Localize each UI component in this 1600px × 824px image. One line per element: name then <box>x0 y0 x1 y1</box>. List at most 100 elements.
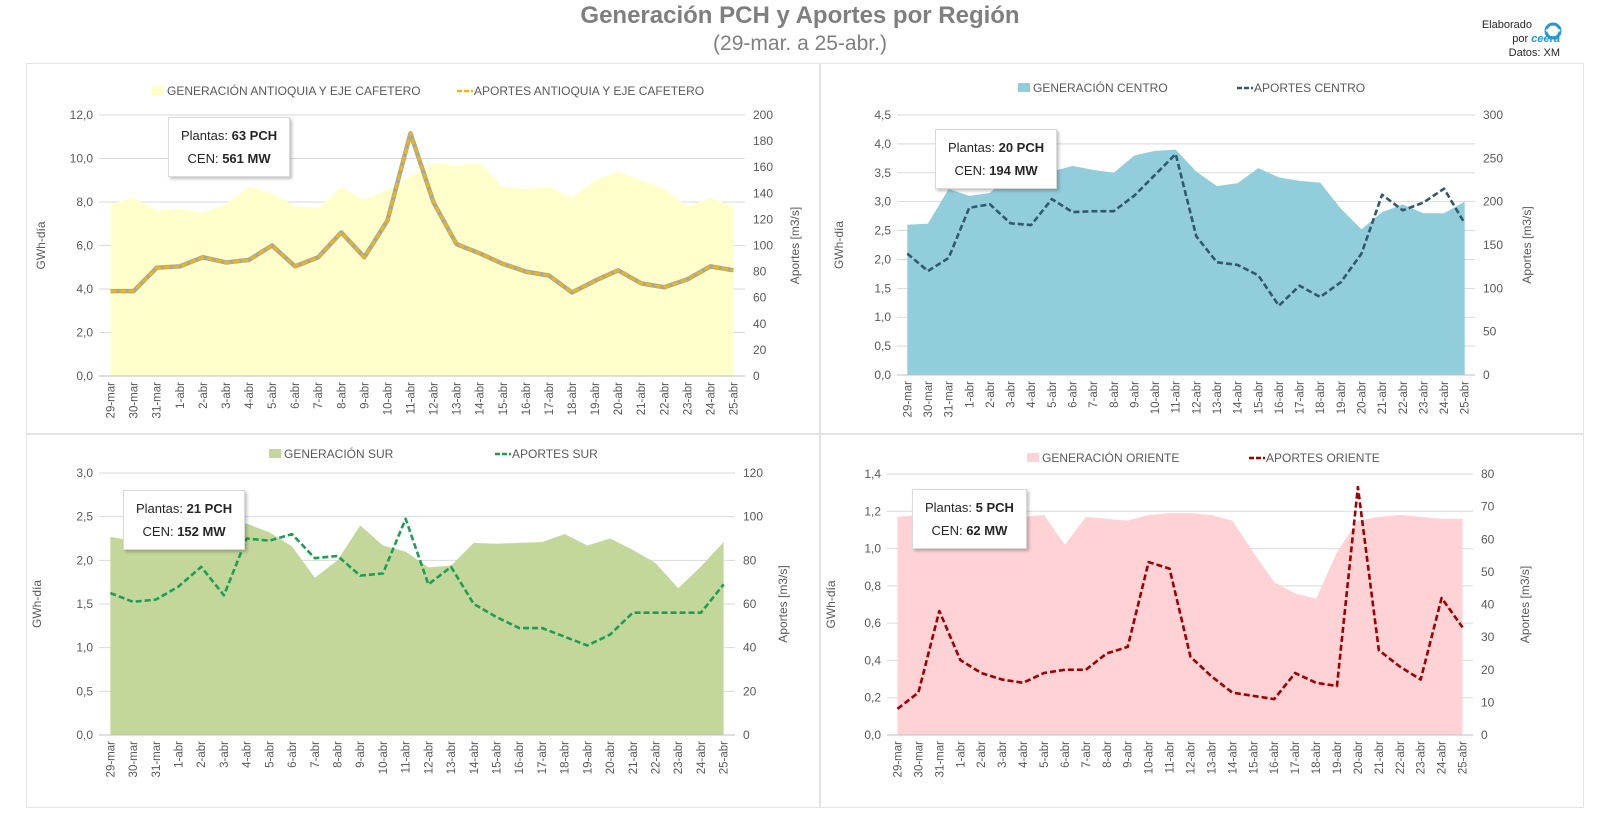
y-tick-label: 10,0 <box>70 152 94 166</box>
y-tick-label: 2,5 <box>76 510 93 524</box>
y-tick-label: 0,6 <box>864 616 881 630</box>
aportes-line <box>109 517 725 647</box>
x-tick-label: 19-abr <box>1332 741 1344 774</box>
y2-tick-label: 0 <box>1481 728 1488 742</box>
legend-label-aportes: APORTES CENTRO <box>1254 81 1365 95</box>
plantas-value: 5 PCH <box>975 500 1014 515</box>
cen-value: 62 MW <box>966 523 1008 538</box>
x-tick-label: 9-abr <box>355 741 367 768</box>
y2-tick-label: 140 <box>753 186 773 200</box>
y2-tick-label: 40 <box>753 317 767 331</box>
y-tick-label: 1,0 <box>874 310 891 324</box>
y-tick-label: 2,5 <box>874 224 891 238</box>
chart-sur: 0,0 0,5 1,0 1,5 2,0 2,5 3,0 0 20 40 60 80 100 120 29-m… <box>26 434 820 808</box>
x-tick-label: 19-abr <box>590 382 602 415</box>
y-tick-label: 8,0 <box>76 195 93 209</box>
plantas-value: 20 PCH <box>998 140 1045 155</box>
y2-tick-label: 150 <box>1483 238 1503 252</box>
x-tick-label: 16-abr <box>1274 381 1286 414</box>
x-tick-label: 16-abr <box>514 741 526 774</box>
x-tick-label: 11-abr <box>401 741 413 774</box>
x-tick-label: 21-abr <box>636 382 648 415</box>
x-tick-label: 9-abr <box>359 382 371 409</box>
x-tick-label: 30-mar <box>913 741 925 778</box>
plantas-label: Plantas: <box>948 140 995 155</box>
y-tick-label: 1,5 <box>874 281 891 295</box>
x-tick-label: 24-abr <box>705 382 717 415</box>
x-tick-label: 12-abr <box>1191 381 1203 414</box>
x-tick-label: 1-abr <box>175 382 187 409</box>
x-tick-label: 18-abr <box>1315 381 1327 414</box>
y2-tick-label: 0 <box>743 728 750 742</box>
x-tick-label: 20-abr <box>1356 381 1368 414</box>
y-tick-label: 0,4 <box>864 653 881 667</box>
x-tick-label: 10-abr <box>378 741 390 774</box>
y2-tick-label: 60 <box>1481 532 1495 546</box>
x-tick-label: 31-mar <box>944 381 956 418</box>
y-tick-label: 4,5 <box>874 108 891 122</box>
x-tick-label: 3-abr <box>1006 381 1018 408</box>
x-tick-label: 24-abr <box>1437 741 1449 774</box>
x-tick-label: 5-abr <box>1039 741 1051 768</box>
x-tick-label: 31-mar <box>152 382 164 419</box>
legend-swatch-area <box>269 449 281 458</box>
x-tick-label: 15-abr <box>498 382 510 415</box>
y2-tick-label: 200 <box>1483 195 1503 209</box>
x-tick-label: 15-abr <box>1248 741 1260 774</box>
aportes-line <box>110 131 734 294</box>
legend-label-generation: GENERACIÓN CENTRO <box>1033 80 1168 95</box>
x-tick-label: 23-abr <box>1418 381 1430 414</box>
generation-area <box>897 513 1463 735</box>
x-tick-label: 7-abr <box>310 741 322 768</box>
y2-tick-label: 20 <box>743 684 757 698</box>
x-tick-label: 16-abr <box>521 382 533 415</box>
x-tick-label: 6-abr <box>1060 741 1072 768</box>
x-tick-label: 15-abr <box>492 741 504 774</box>
x-tick-label: 4-abr <box>244 382 256 409</box>
y2-tick-label: 40 <box>1481 598 1495 612</box>
cen-label: CEN: <box>142 524 174 539</box>
x-tick-label: 8-abr <box>333 741 345 768</box>
y-tick-label: 3,0 <box>874 195 891 209</box>
x-tick-label: 4-abr <box>1018 741 1030 768</box>
x-tick-label: 31-mar <box>934 741 946 778</box>
y2-tick-label: 60 <box>743 597 757 611</box>
x-tick-label: 15-abr <box>1253 381 1265 414</box>
y2-tick-label: 120 <box>753 212 773 226</box>
x-tick-label: 29-mar <box>902 381 914 418</box>
info-box-sur: Plantas: 21 PCH CEN: 152 MW <box>123 490 246 550</box>
x-tick-label: 20-abr <box>1353 741 1365 774</box>
x-tick-label: 12-abr <box>1185 741 1197 774</box>
x-tick-label: 23-abr <box>682 382 694 415</box>
cen-value: 152 MW <box>177 524 226 539</box>
page-subtitle: (29-mar. a 25-abr.) <box>713 32 887 55</box>
legend-label-aportes: APORTES ORIENTE <box>1266 451 1380 465</box>
cen-label: CEN: <box>954 163 986 178</box>
legend-label-generation: GENERACIÓN ANTIOQUIA Y EJE CAFETERO <box>167 83 421 98</box>
x-tick-label: 29-mar <box>106 382 118 419</box>
x-tick-label: 2-abr <box>985 381 997 408</box>
y-tick-label: 1,0 <box>76 641 93 655</box>
y2-tick-label: 20 <box>753 343 767 357</box>
cen-label: CEN: <box>187 151 219 166</box>
x-tick-label: 13-abr <box>446 741 458 774</box>
x-tick-label: 17-abr <box>537 741 549 774</box>
y-tick-label: 4,0 <box>76 282 93 296</box>
x-tick-label: 23-abr <box>673 741 685 774</box>
x-tick-label: 11-abr <box>1165 741 1177 774</box>
page-title: Generación PCH y Aportes por Región <box>580 2 1020 29</box>
x-tick-label: 6-abr <box>287 741 299 768</box>
y2-tick-label: 50 <box>1481 565 1495 579</box>
x-tick-label: 23-abr <box>1416 741 1428 774</box>
y-axis-title: GWh-día <box>824 580 838 628</box>
y2-tick-label: 200 <box>753 108 773 122</box>
chart-antioquia-svg: 0,0 2,0 4,0 6,0 8,0 10,0 12,0 0 20 40 60 80 100 120 14… <box>34 83 802 419</box>
y2-axis-title: Aportes [m3/s] <box>1520 206 1534 283</box>
x-tick-label: 5-abr <box>267 382 279 409</box>
x-tick-label: 8-abr <box>1102 741 1114 768</box>
legend-label-generation: GENERACIÓN SUR <box>284 446 394 461</box>
x-tick-label: 13-abr <box>1206 741 1218 774</box>
x-tick-label: 1-abr <box>955 741 967 768</box>
x-tick-label: 5-abr <box>264 741 276 768</box>
info-box-oriente: Plantas: 5 PCH CEN: 62 MW <box>912 489 1027 549</box>
